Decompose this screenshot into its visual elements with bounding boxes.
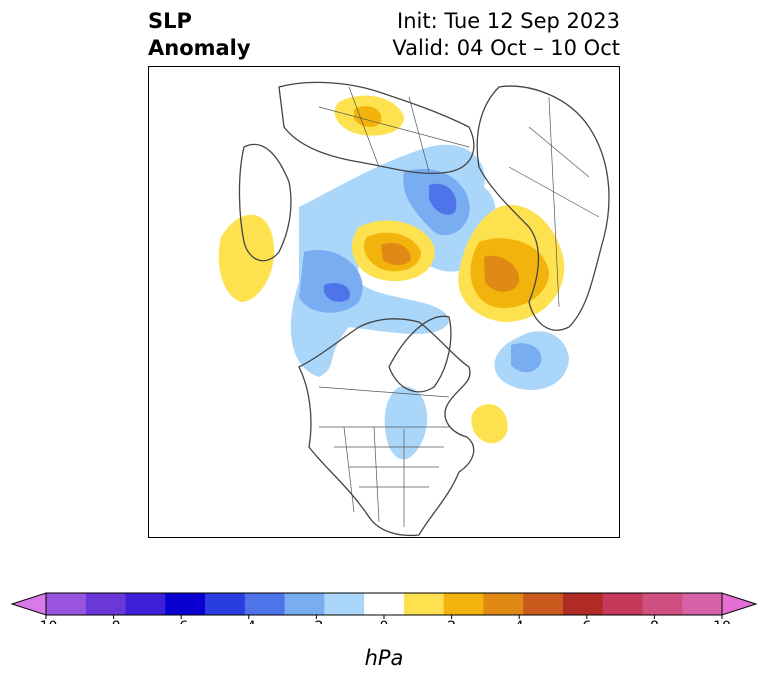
colorbar-ticks: -10 -8 -6 -4 -2 0 2 4 6 8 10 bbox=[35, 615, 731, 624]
negative-anomaly-light bbox=[384, 386, 428, 460]
colorbar-tick-label: 6 bbox=[582, 619, 591, 624]
init-date: Init: Tue 12 Sep 2023 bbox=[397, 9, 620, 33]
negative-anomaly-mid bbox=[511, 343, 542, 373]
europe-asia-coast bbox=[476, 85, 610, 331]
colorbar-bin bbox=[324, 593, 365, 615]
colorbar-tick-label: -8 bbox=[107, 619, 121, 624]
colorbar-tick-label: 2 bbox=[447, 619, 456, 624]
colorbar: -10 -8 -6 -4 -2 0 2 4 6 8 10 bbox=[10, 592, 758, 624]
negative-anomaly-deep bbox=[429, 183, 457, 215]
positive-anomaly-deep bbox=[484, 255, 520, 292]
colorbar-bin bbox=[125, 593, 166, 615]
colorbar-tick-label: 0 bbox=[380, 619, 389, 624]
colorbar-bin bbox=[523, 593, 564, 615]
colorbar-segments bbox=[10, 592, 758, 616]
colorbar-bin bbox=[165, 593, 206, 615]
colorbar-bin bbox=[483, 593, 524, 615]
colorbar-bin bbox=[602, 593, 643, 615]
map-title: SLP Anomaly bbox=[148, 8, 251, 62]
colorbar-tick-label: -2 bbox=[309, 619, 323, 624]
colorbar-bin bbox=[682, 593, 723, 615]
colorbar-bin bbox=[244, 593, 286, 615]
colorbar-bin bbox=[562, 593, 604, 615]
positive-anomaly-light bbox=[218, 214, 275, 302]
colorbar-bin bbox=[205, 593, 246, 615]
greenland-coast bbox=[388, 315, 452, 393]
anomaly-shading bbox=[218, 95, 569, 460]
land-outline bbox=[238, 81, 610, 537]
colorbar-tick-label: 8 bbox=[650, 619, 659, 624]
colorbar-bin bbox=[85, 593, 127, 615]
negative-anomaly-deep bbox=[324, 282, 350, 302]
colorbar-unit: hPa bbox=[364, 646, 404, 670]
positive-anomaly-deep bbox=[381, 242, 411, 266]
valid-range: Valid: 04 Oct – 10 Oct bbox=[392, 36, 620, 60]
alaska-coast bbox=[238, 143, 292, 262]
positive-anomaly-light bbox=[471, 404, 508, 444]
siberia-coast bbox=[278, 81, 475, 175]
title-line-2: Anomaly bbox=[148, 36, 251, 60]
colorbar-bin bbox=[642, 593, 683, 615]
anomaly-map bbox=[218, 81, 610, 537]
colorbar-tick-label: -6 bbox=[174, 619, 188, 624]
colorbar-tick-label: 10 bbox=[713, 619, 731, 624]
colorbar-tick-label: -4 bbox=[242, 619, 256, 624]
colorbar-bin bbox=[46, 593, 87, 615]
map-panel bbox=[148, 66, 620, 538]
colorbar-extend-low bbox=[10, 592, 47, 616]
colorbar-bin bbox=[443, 593, 484, 615]
colorbar-bin bbox=[364, 593, 405, 615]
colorbar-tick-label: -10 bbox=[35, 619, 58, 624]
colorbar-tick-label: 4 bbox=[515, 619, 524, 624]
north-america-coast bbox=[298, 318, 475, 537]
country-borders bbox=[318, 86, 600, 527]
valid-period: Init: Tue 12 Sep 2023 Valid: 04 Oct – 10… bbox=[392, 8, 620, 62]
colorbar-bin bbox=[284, 593, 325, 615]
title-line-1: SLP bbox=[148, 9, 192, 33]
colorbar-bin bbox=[403, 593, 445, 615]
colorbar-extend-high bbox=[721, 592, 758, 616]
